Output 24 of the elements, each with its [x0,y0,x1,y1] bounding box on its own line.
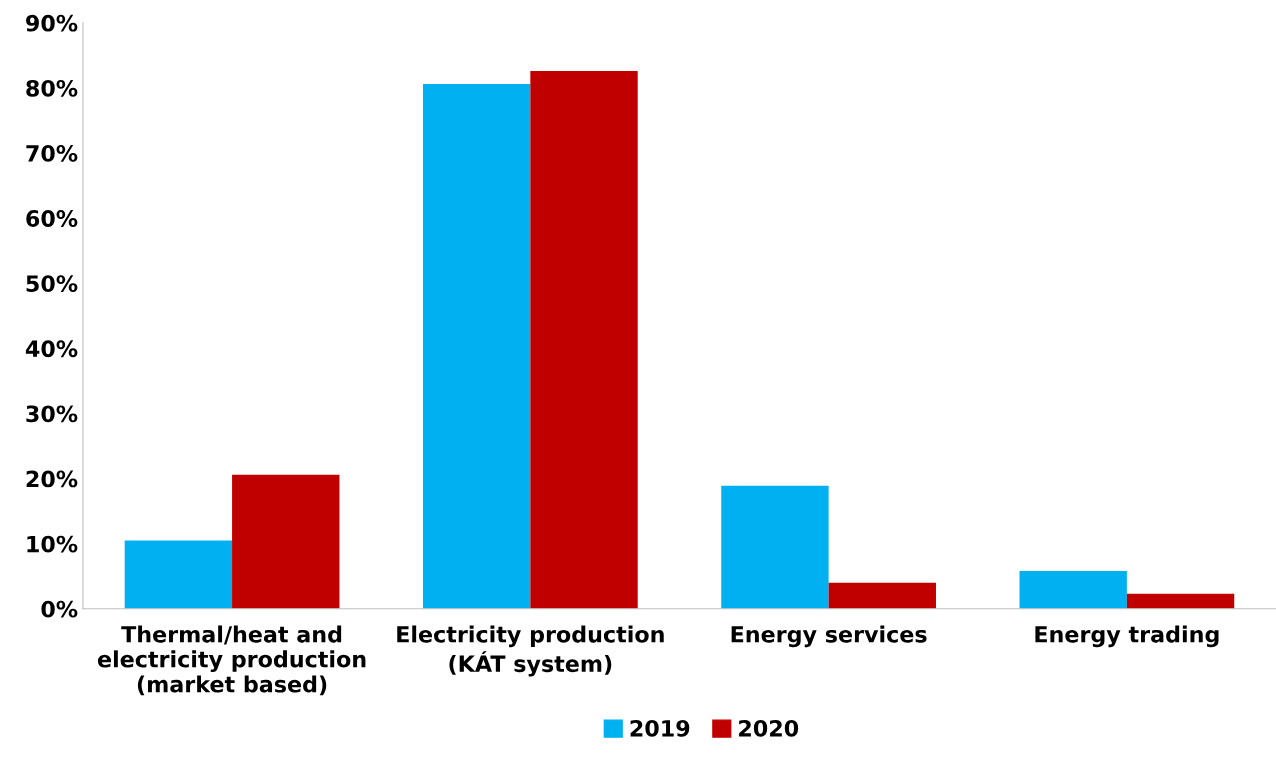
y-tick-label: 0% [41,600,78,618]
y-tick-label: 80% [26,79,78,97]
bar [124,540,233,609]
y-tick-label: 60% [26,210,78,227]
bar [232,474,340,609]
x-tick-label: Electricity production (KÁT system) [397,625,664,677]
bar [721,485,829,609]
y-tick-label: 90% [26,14,78,32]
x-tick-label: Thermal/heat and electricity production (market based) [97,625,366,696]
y-tick-label: 10% [27,535,78,553]
bar [828,582,936,609]
bar [1126,593,1235,609]
legend-label: 2020 [739,719,799,737]
legend-label: 2019 [630,719,690,737]
y-tick-label: 30% [26,405,78,423]
x-tick-label: Energy services [731,625,927,648]
bar [530,71,638,609]
bar [1019,571,1127,609]
bar [422,84,531,609]
y-tick-label: 20% [26,470,78,488]
x-tick-label: Energy trading [1035,625,1219,648]
y-tick-label: 50% [26,275,78,293]
y-tick-label: 70% [26,145,78,162]
y-tick-label: 40% [25,340,78,358]
